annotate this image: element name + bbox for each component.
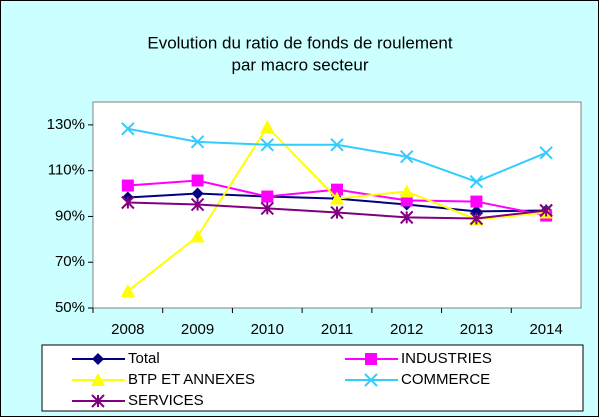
y-tick-label: 110% xyxy=(48,162,85,179)
x-tick-label: 2010 xyxy=(251,321,284,338)
marker xyxy=(190,197,205,212)
chart-title: par macro secteur xyxy=(232,55,369,74)
marker xyxy=(121,122,135,136)
marker xyxy=(260,138,274,152)
marker xyxy=(469,211,484,226)
marker xyxy=(120,284,135,298)
x-tick-label: 2009 xyxy=(181,321,214,338)
marker xyxy=(190,229,205,243)
marker xyxy=(92,353,104,365)
marker xyxy=(261,190,274,203)
marker xyxy=(365,353,377,365)
x-tick-label: 2011 xyxy=(321,321,353,338)
marker xyxy=(400,149,414,164)
x-tick-label: 2013 xyxy=(460,321,493,338)
marker xyxy=(260,119,275,133)
y-tick-label: 50% xyxy=(55,299,85,316)
marker xyxy=(469,174,484,189)
legend-label: INDUSTRIES xyxy=(401,350,492,367)
marker xyxy=(364,373,378,387)
legend-label: Total xyxy=(128,350,160,367)
legend-label: COMMERCE xyxy=(401,371,490,388)
legend xyxy=(41,344,584,412)
chart-title: Evolution du ratio de fonds de roulement xyxy=(147,33,453,52)
marker xyxy=(330,138,344,152)
marker xyxy=(330,191,344,205)
marker xyxy=(91,373,105,386)
marker xyxy=(260,201,274,216)
marker xyxy=(191,187,204,200)
marker xyxy=(470,195,483,208)
plot-area xyxy=(92,101,582,309)
marker xyxy=(191,174,204,187)
legend-label: SERVICES xyxy=(128,392,204,409)
marker xyxy=(539,203,553,218)
marker xyxy=(539,146,553,160)
y-tick-label: 130% xyxy=(47,116,85,133)
x-tick-label: 2008 xyxy=(111,321,144,338)
marker xyxy=(121,195,135,210)
y-tick-label: 90% xyxy=(55,207,85,224)
x-tick-label: 2012 xyxy=(390,321,423,338)
marker xyxy=(399,184,414,198)
marker xyxy=(190,135,205,149)
y-tick-label: 70% xyxy=(55,253,85,270)
legend-label: BTP ET ANNEXES xyxy=(128,371,255,388)
marker xyxy=(330,205,344,220)
marker xyxy=(91,394,105,408)
x-tick-label: 2014 xyxy=(529,321,562,338)
marker xyxy=(400,210,414,225)
marker xyxy=(121,179,134,192)
marker xyxy=(331,183,343,196)
